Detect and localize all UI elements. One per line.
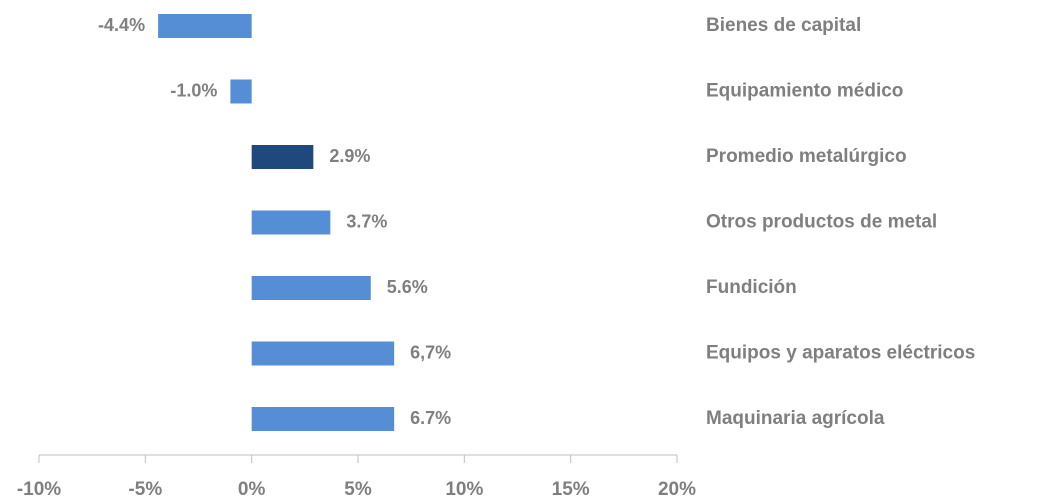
bar <box>230 79 252 104</box>
bar <box>158 14 252 38</box>
bar <box>251 145 314 169</box>
x-tick-label: 15% <box>552 479 590 500</box>
data-label: -1.0% <box>170 80 217 100</box>
category-label: Fundición <box>706 277 797 298</box>
x-tick-label: 10% <box>445 479 483 500</box>
category-label: Maquinaria agrícola <box>706 408 885 429</box>
data-label: 6.7% <box>410 408 451 428</box>
data-label: 2.9% <box>329 146 370 166</box>
x-tick-label: -5% <box>128 479 162 500</box>
category-label: Bienes de capital <box>706 15 861 36</box>
category-label: Otros productos de metal <box>706 212 937 233</box>
data-label: -4.4% <box>98 15 145 35</box>
x-tick-label: 5% <box>344 479 372 500</box>
x-tick-label: 0% <box>238 479 266 500</box>
bar <box>251 341 395 366</box>
x-tick-label: -10% <box>17 479 61 500</box>
category-label: Equipamiento médico <box>706 81 903 102</box>
data-label: 3.7% <box>346 211 387 231</box>
bar <box>251 210 331 235</box>
category-label: Equipos y aparatos eléctricos <box>706 343 975 364</box>
data-label: 6,7% <box>410 342 451 362</box>
data-label: 5.6% <box>387 277 428 297</box>
bar <box>251 276 371 300</box>
bar <box>251 407 395 431</box>
x-tick-label: 20% <box>658 479 696 500</box>
category-label: Promedio metalúrgico <box>706 146 907 167</box>
